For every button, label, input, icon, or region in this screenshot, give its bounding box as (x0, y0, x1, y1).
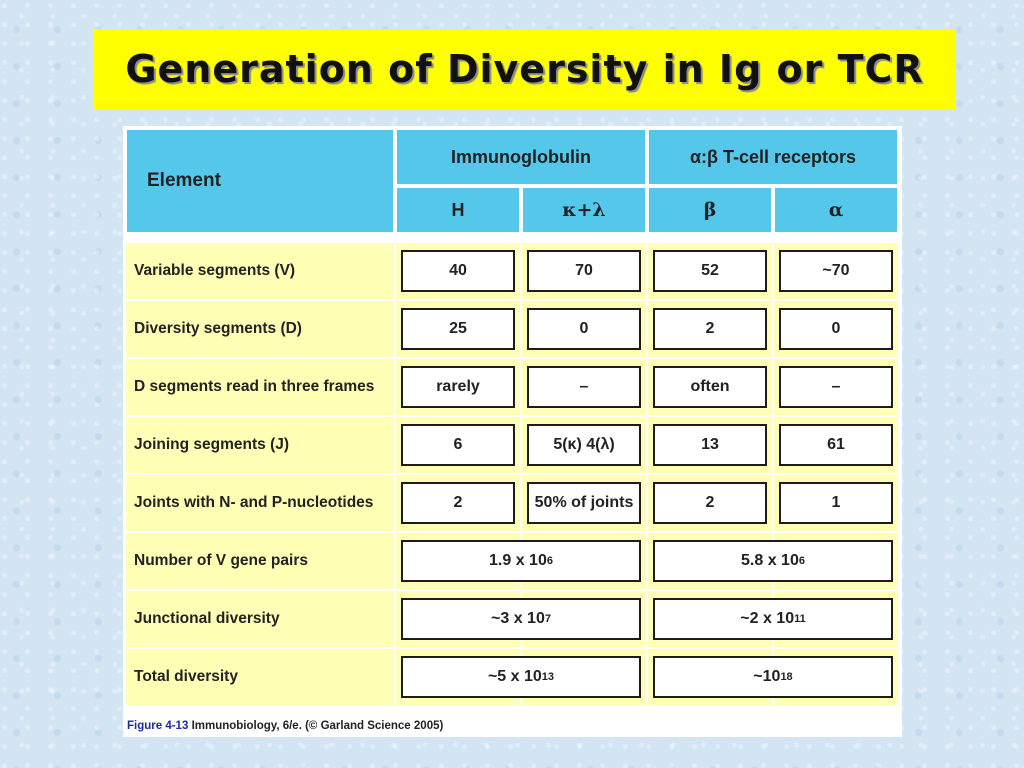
table-cell: 0 (779, 308, 893, 350)
tcr-value-cell: ~2 x 10 11 (653, 598, 893, 640)
title-banner: Generation of Diversity in Ig or TCR (93, 29, 956, 109)
row-label: Number of V gene pairs (125, 532, 395, 590)
row-label: Joining segments (J) (125, 416, 395, 474)
immunoglobulin-value-cell: ~3 x 10 7 (401, 598, 641, 640)
table-cell: 40 (401, 250, 515, 292)
subheader-beta: β (647, 186, 773, 234)
table-cell: 2 (653, 482, 767, 524)
row-label: Total diversity (125, 648, 395, 706)
table-cell: often (653, 366, 767, 408)
tcr-header: α:β T-cell receptors (647, 128, 899, 186)
caption-source: Immunobiology, 6/e. (© Garland Science 2… (191, 720, 444, 732)
table-cell: 6 (401, 424, 515, 466)
table-cell: 1 (779, 482, 893, 524)
value-base: ~5 x 10 (487, 668, 542, 685)
table-cell: 61 (779, 424, 893, 466)
table-cell: – (779, 366, 893, 408)
tcr-value-cell: 5.8 x 10 6 (653, 540, 893, 582)
table-cell: 52 (653, 250, 767, 292)
row-label: D segments read in three frames (125, 358, 395, 416)
value-base: ~2 x 10 (740, 610, 795, 627)
table-cell: 2 (401, 482, 515, 524)
row-label: Variable segments (V) (125, 242, 395, 300)
value-base: ~10 (753, 668, 781, 685)
value-exponent: 6 (798, 555, 805, 567)
diversity-table-figure: Element Immunoglobulin α:β T-cell recept… (123, 126, 902, 737)
caption-figure-number: Figure 4-13 (127, 720, 189, 732)
immunoglobulin-value-cell: ~5 x 10 13 (401, 656, 641, 698)
immunoglobulin-header: Immunoglobulin (395, 128, 647, 186)
table-cell: rarely (401, 366, 515, 408)
figure-caption: Figure 4-13 Immunobiology, 6/e. (© Garla… (127, 720, 443, 732)
row-label: Junctional diversity (125, 590, 395, 648)
table-cell: 0 (527, 308, 641, 350)
row-label: Diversity segments (D) (125, 300, 395, 358)
value-exponent: 18 (780, 671, 793, 683)
element-header: Element (125, 128, 395, 234)
value-exponent: 13 (541, 671, 555, 683)
page-title: Generation of Diversity in Ig or TCR (125, 47, 924, 91)
subheader-kappa-lambda: κ+λ (521, 186, 647, 234)
value-base: 1.9 x 10 (489, 552, 547, 569)
tcr-value-cell: ~10 18 (653, 656, 893, 698)
value-exponent: 11 (794, 613, 806, 625)
subheader-h: H (395, 186, 521, 234)
table-cell: ~70 (779, 250, 893, 292)
table-cell: 25 (401, 308, 515, 350)
table-cell: 13 (653, 424, 767, 466)
value-base: ~3 x 10 (491, 610, 545, 627)
value-base: 5.8 x 10 (741, 552, 799, 569)
value-exponent: 6 (546, 555, 553, 567)
subheader-alpha: α (773, 186, 899, 234)
value-exponent: 7 (544, 613, 551, 625)
table-cell: 70 (527, 250, 641, 292)
row-label: Joints with N- and P-nucleotides (125, 474, 395, 532)
table-cell: 50% of joints (527, 482, 641, 524)
table-cell: – (527, 366, 641, 408)
immunoglobulin-value-cell: 1.9 x 10 6 (401, 540, 641, 582)
table-cell: 2 (653, 308, 767, 350)
table-cell: 5(κ) 4(λ) (527, 424, 641, 466)
